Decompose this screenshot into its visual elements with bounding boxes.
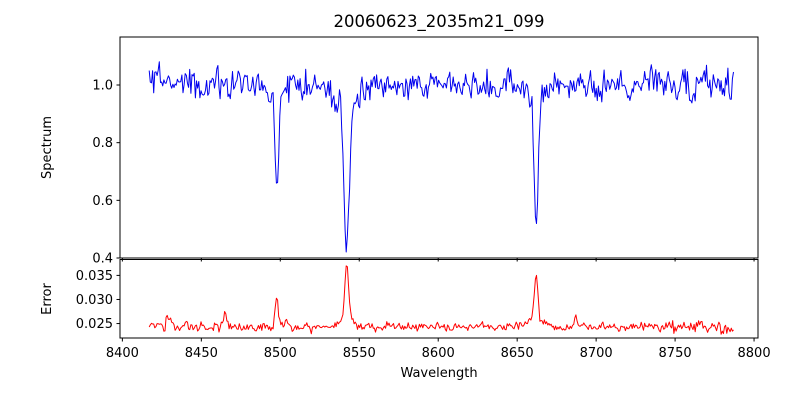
- error-y-tick-label: 0.035: [76, 269, 113, 284]
- x-tick-label: 8700: [580, 346, 613, 361]
- x-tick-label: 8550: [343, 346, 376, 361]
- spectrum-y-tick-label: 1.0: [92, 79, 113, 94]
- y-axis-label-error: Error: [40, 283, 55, 315]
- error-panel: 0.025 0.030 0.035 8400 8450 8500 8550 8600 8650 8…: [76, 259, 771, 361]
- spectrum-axes-frame: [119, 36, 759, 259]
- x-tick-label: 8750: [659, 346, 692, 361]
- error-axes-frame: [119, 259, 759, 339]
- spectrum-y-tick-label: 0.6: [92, 194, 113, 209]
- y-axis-label-spectrum: Spectrum: [40, 116, 55, 179]
- spectrum-data-line: [148, 61, 734, 253]
- x-tick-label: 8600: [422, 346, 455, 361]
- x-axis-label: Wavelength: [400, 366, 477, 381]
- x-tick-label: 8450: [185, 346, 218, 361]
- chart-title: 20060623_2035m21_099: [333, 12, 544, 32]
- x-tick-label: 8400: [106, 346, 139, 361]
- plot-area: 0.4 0.6 0.8 1.0 0.025 0.030 0.035 8400 8450 8500 8…: [76, 36, 771, 361]
- spectrum-panel: 0.4 0.6 0.8 1.0: [92, 36, 759, 267]
- error-data-line: [148, 265, 734, 335]
- spectrum-y-tick-label: 0.8: [92, 136, 113, 151]
- error-y-tick-label: 0.025: [76, 317, 113, 332]
- spectrum-y-tick-label: 0.4: [92, 252, 113, 267]
- x-tick-label: 8800: [738, 346, 771, 361]
- x-tick-label: 8500: [264, 346, 297, 361]
- x-tick-label: 8650: [501, 346, 534, 361]
- error-y-tick-label: 0.030: [76, 293, 113, 308]
